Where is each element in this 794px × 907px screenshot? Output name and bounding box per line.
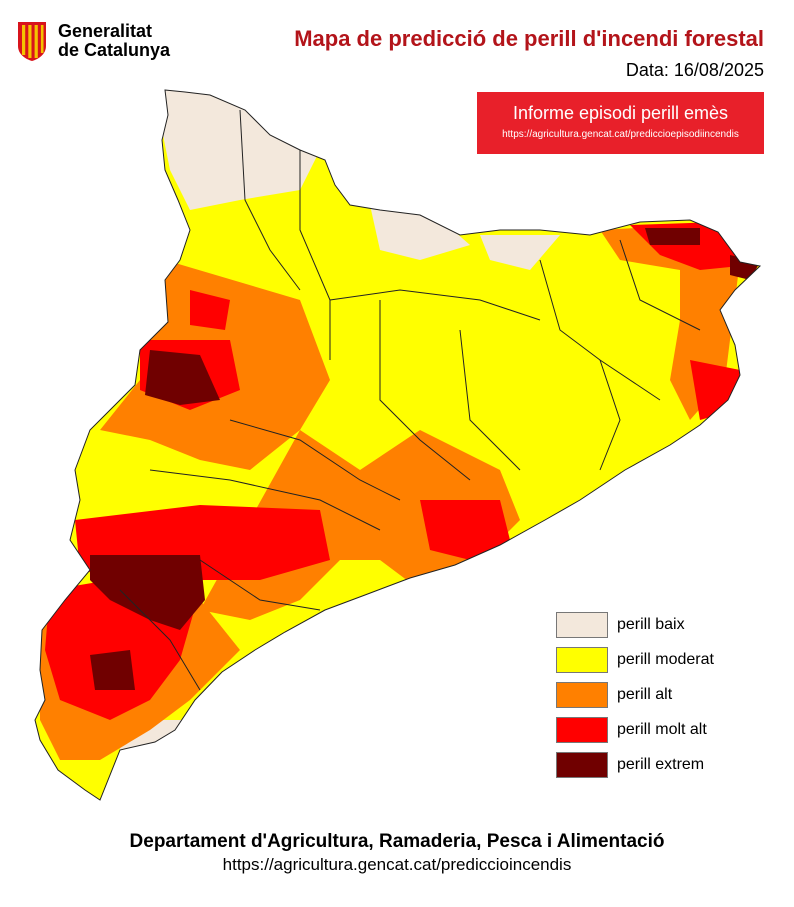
org-name-line2: de Catalunya [58,40,171,60]
map-title: Mapa de predicció de perill d'incendi fo… [294,26,764,51]
legend-label-baix: perill baix [617,616,685,633]
legend-item-alt: perill alt [556,682,776,710]
county-border [149,469,381,531]
legend-label-moderat: perill moderat [617,651,714,668]
risk-zone-baix [480,235,560,270]
county-border [539,259,661,401]
county-border [379,300,471,481]
legend-item-baix: perill baix [556,612,776,640]
county-border [619,239,701,331]
risk-zone-moltalt [190,290,230,330]
org-name: Generalitat de Catalunya [58,22,170,60]
legend-swatch-alt [556,682,608,708]
fire-risk-map [34,89,762,801]
legend-label-moltalt: perill molt alt [617,721,707,738]
legend-swatch-moderat [556,647,608,673]
legend-item-extrem: perill extrem [556,752,776,780]
risk-zone-extrem [90,650,135,690]
legend-label-extrem: perill extrem [617,756,705,773]
legend-item-moderat: perill moderat [556,647,776,675]
risk-zone-extrem [645,228,700,245]
generalitat-logo-icon [18,22,46,61]
org-name-line1: Generalitat [58,21,153,41]
county-border [239,109,301,291]
legend-swatch-extrem [556,752,608,778]
county-border [299,150,331,360]
risk-zone-baix [370,205,470,260]
county-border [229,419,401,501]
map-date: Data: 16/08/2025 [625,60,764,80]
catalonia-outline [34,89,762,801]
risk-zone-moltalt [420,500,510,560]
county-border [119,589,201,691]
risk-zone-extrem [90,555,205,630]
prediction-url-link[interactable]: https://agricultura.gencat.cat/prediccio… [222,855,572,874]
county-border [199,559,321,611]
legend-swatch-baix [556,612,608,638]
county-border [599,359,621,471]
risk-zone-extrem [145,350,220,405]
episode-report-banner-link[interactable]: Informe episodi perill emès https://agri… [477,92,764,154]
episode-banner-title: Informe episodi perill emès [512,103,729,123]
legend-swatch-moltalt [556,717,608,743]
footer: Departament d'Agricultura, Ramaderia, Pe… [0,830,794,876]
department-name: Departament d'Agricultura, Ramaderia, Pe… [129,831,665,852]
legend-item-moltalt: perill molt alt [556,717,776,745]
county-border [329,289,541,321]
legend-label-alt: perill alt [617,686,673,703]
episode-banner-url: https://agricultura.gencat.cat/prediccio… [502,129,739,140]
county-border [459,329,521,471]
